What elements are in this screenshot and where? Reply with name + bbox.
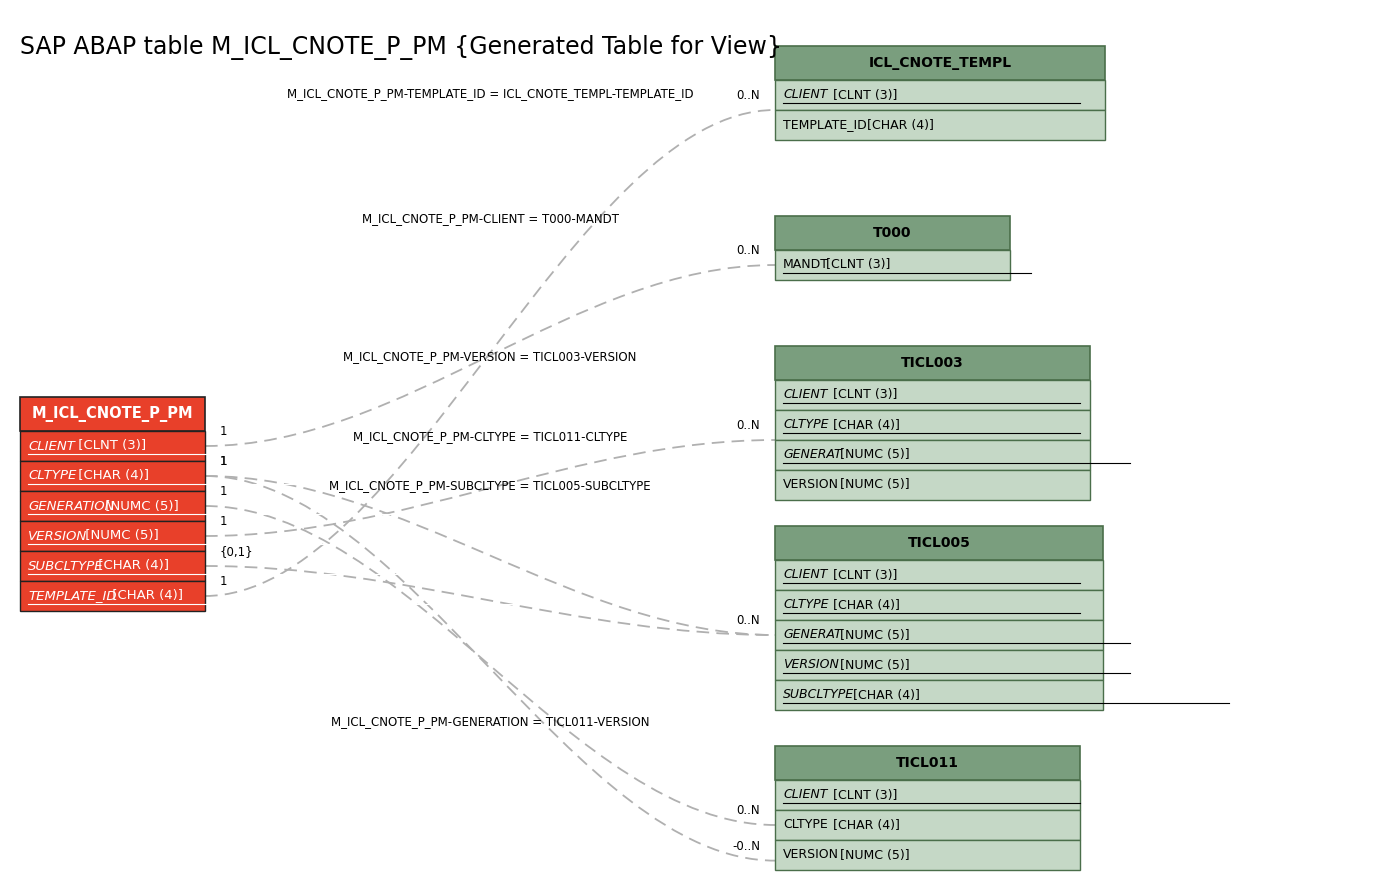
Polygon shape — [775, 650, 1103, 680]
Polygon shape — [21, 581, 205, 611]
Text: [CHAR (4)]: [CHAR (4)] — [95, 560, 169, 573]
Text: [NUMC (5)]: [NUMC (5)] — [836, 848, 909, 862]
Text: [CLNT (3)]: [CLNT (3)] — [829, 88, 896, 102]
Text: TICL005: TICL005 — [908, 536, 971, 550]
Polygon shape — [775, 250, 1011, 280]
Polygon shape — [775, 810, 1079, 840]
Text: ICL_CNOTE_TEMPL: ICL_CNOTE_TEMPL — [869, 56, 1012, 70]
Text: M_ICL_CNOTE_P_PM-SUBCLTYPE = TICL005-SUBCLTYPE: M_ICL_CNOTE_P_PM-SUBCLTYPE = TICL005-SUB… — [329, 479, 650, 492]
Text: [NUMC (5)]: [NUMC (5)] — [836, 478, 909, 492]
Text: CLIENT: CLIENT — [782, 388, 828, 402]
Text: M_ICL_CNOTE_P_PM-GENERATION = TICL011-VERSION: M_ICL_CNOTE_P_PM-GENERATION = TICL011-VE… — [331, 715, 649, 728]
Text: 1: 1 — [220, 575, 227, 588]
Text: M_ICL_CNOTE_P_PM-CLTYPE = TICL011-CLTYPE: M_ICL_CNOTE_P_PM-CLTYPE = TICL011-CLTYPE — [353, 430, 627, 443]
Polygon shape — [775, 526, 1103, 560]
Text: [NUMC (5)]: [NUMC (5)] — [836, 658, 909, 672]
Polygon shape — [775, 410, 1090, 440]
Text: TEMPLATE_ID: TEMPLATE_ID — [28, 590, 117, 602]
Text: M_ICL_CNOTE_P_PM: M_ICL_CNOTE_P_PM — [32, 406, 194, 422]
Text: TICL011: TICL011 — [896, 756, 958, 770]
Polygon shape — [775, 746, 1079, 780]
Polygon shape — [775, 440, 1090, 470]
Text: CLTYPE: CLTYPE — [782, 419, 829, 431]
Text: M_ICL_CNOTE_P_PM-VERSION = TICL003-VERSION: M_ICL_CNOTE_P_PM-VERSION = TICL003-VERSI… — [344, 350, 637, 363]
Text: [CHAR (4)]: [CHAR (4)] — [829, 819, 899, 831]
Text: SUBCLTYPE: SUBCLTYPE — [782, 689, 854, 701]
Text: M_ICL_CNOTE_P_PM-TEMPLATE_ID = ICL_CNOTE_TEMPL-TEMPLATE_ID: M_ICL_CNOTE_P_PM-TEMPLATE_ID = ICL_CNOTE… — [287, 87, 693, 100]
Text: [CLNT (3)]: [CLNT (3)] — [74, 439, 146, 453]
Text: 1: 1 — [220, 515, 227, 528]
Polygon shape — [775, 346, 1090, 380]
Polygon shape — [21, 491, 205, 521]
Text: [CHAR (4)]: [CHAR (4)] — [850, 689, 920, 701]
Text: [CHAR (4)]: [CHAR (4)] — [829, 599, 899, 611]
Text: TEMPLATE_ID: TEMPLATE_ID — [782, 119, 866, 132]
Text: VERSION: VERSION — [28, 529, 87, 543]
Text: VERSION: VERSION — [782, 848, 839, 862]
Polygon shape — [775, 620, 1103, 650]
Text: 0..N: 0..N — [737, 614, 760, 627]
Polygon shape — [775, 560, 1103, 590]
Text: CLIENT: CLIENT — [28, 439, 74, 453]
Text: GENERAT: GENERAT — [782, 628, 841, 642]
Text: [NUMC (5)]: [NUMC (5)] — [836, 448, 909, 462]
Text: CLTYPE: CLTYPE — [782, 599, 829, 611]
Polygon shape — [775, 380, 1090, 410]
Text: SUBCLTYPE: SUBCLTYPE — [28, 560, 103, 573]
Text: CLIENT: CLIENT — [782, 568, 828, 582]
Text: {0,1}: {0,1} — [220, 545, 253, 558]
Text: T000: T000 — [873, 226, 912, 240]
Text: [CLNT (3)]: [CLNT (3)] — [829, 388, 896, 402]
Text: 0..N: 0..N — [737, 804, 760, 817]
Text: TICL003: TICL003 — [901, 356, 964, 370]
Text: [CLNT (3)]: [CLNT (3)] — [822, 258, 891, 272]
Text: 0..N: 0..N — [737, 89, 760, 102]
Text: [CHAR (4)]: [CHAR (4)] — [829, 419, 899, 431]
Text: GENERATION: GENERATION — [28, 500, 114, 512]
Text: 1: 1 — [220, 485, 227, 498]
Text: 1: 1 — [220, 425, 227, 438]
Text: [NUMC (5)]: [NUMC (5)] — [836, 628, 909, 642]
Text: [NUMC (5)]: [NUMC (5)] — [81, 529, 158, 543]
Text: [CLNT (3)]: [CLNT (3)] — [829, 568, 896, 582]
Text: [CLNT (3)]: [CLNT (3)] — [829, 789, 896, 802]
Polygon shape — [775, 46, 1106, 80]
Polygon shape — [21, 397, 205, 431]
Text: [NUMC (5)]: [NUMC (5)] — [100, 500, 179, 512]
Text: 1: 1 — [220, 455, 227, 468]
Polygon shape — [775, 680, 1103, 710]
Text: [CHAR (4)]: [CHAR (4)] — [74, 470, 148, 483]
Text: GENERAT: GENERAT — [782, 448, 841, 462]
Text: CLIENT: CLIENT — [782, 789, 828, 802]
Text: VERSION: VERSION — [782, 478, 839, 492]
Text: -0..N: -0..N — [732, 839, 760, 853]
Text: 0..N: 0..N — [737, 419, 760, 432]
Text: MANDT: MANDT — [782, 258, 829, 272]
Polygon shape — [21, 521, 205, 551]
Text: [CHAR (4)]: [CHAR (4)] — [107, 590, 183, 602]
Polygon shape — [21, 461, 205, 491]
Text: 1: 1 — [220, 455, 227, 468]
Text: CLTYPE: CLTYPE — [782, 819, 828, 831]
Text: SAP ABAP table M_ICL_CNOTE_P_PM {Generated Table for View}: SAP ABAP table M_ICL_CNOTE_P_PM {Generat… — [21, 35, 782, 60]
Text: M_ICL_CNOTE_P_PM-CLIENT = T000-MANDT: M_ICL_CNOTE_P_PM-CLIENT = T000-MANDT — [362, 212, 619, 225]
Polygon shape — [21, 431, 205, 461]
Text: VERSION: VERSION — [782, 658, 839, 672]
Polygon shape — [775, 110, 1106, 140]
Text: CLTYPE: CLTYPE — [28, 470, 77, 483]
Polygon shape — [21, 551, 205, 581]
Polygon shape — [775, 470, 1090, 500]
Text: [CHAR (4)]: [CHAR (4)] — [862, 119, 934, 132]
Text: 0..N: 0..N — [737, 244, 760, 257]
Polygon shape — [775, 80, 1106, 110]
Polygon shape — [775, 216, 1011, 250]
Polygon shape — [775, 840, 1079, 870]
Text: CLIENT: CLIENT — [782, 88, 828, 102]
Polygon shape — [775, 780, 1079, 810]
Polygon shape — [775, 590, 1103, 620]
